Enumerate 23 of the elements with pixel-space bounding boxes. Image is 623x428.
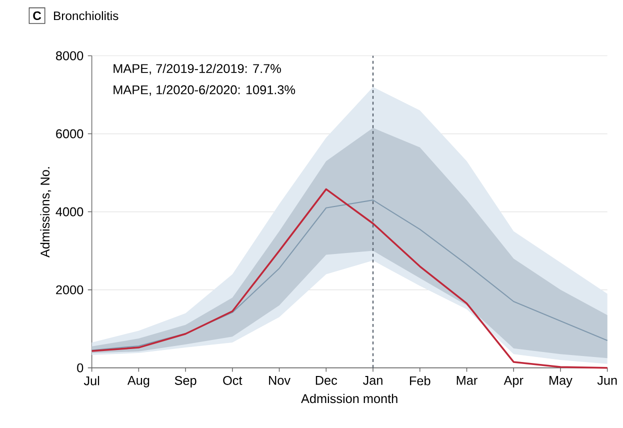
y-tick-label: 4000 [56,207,84,216]
annotation: MAPE, 1/2020-6/2020: 1091.3% [114,84,296,96]
x-axis-title: Admission month [301,394,398,403]
x-tick-label: Jan [362,376,382,385]
y-tick-label: 0 [77,363,84,372]
x-tick-label: Dec [316,376,338,385]
y-tick-label: 2000 [56,285,84,294]
x-tick-label: Apr [504,376,524,388]
text: C [33,11,42,20]
x-tick-label: Oct [223,376,242,385]
annotation: MAPE, 7/2019-12/2019: 7.7% [114,64,281,74]
y-axis-title: Admissions, No. [40,166,52,258]
x-tick-label: Aug [127,376,150,388]
x-tick-label: Jun [597,376,617,385]
x-tick-label: Sep [174,376,196,388]
x-tick-label: Nov [269,376,290,385]
x-tick-label: Feb [410,376,430,386]
y-tick-label: 8000 [56,51,84,60]
chart-title: Bronchiolitis [54,10,118,20]
x-tick-label: Mar [456,376,478,385]
y-tick-label: 6000 [56,129,84,138]
x-tick-label: May [550,376,572,388]
x-tick-label: Jul [84,376,100,386]
